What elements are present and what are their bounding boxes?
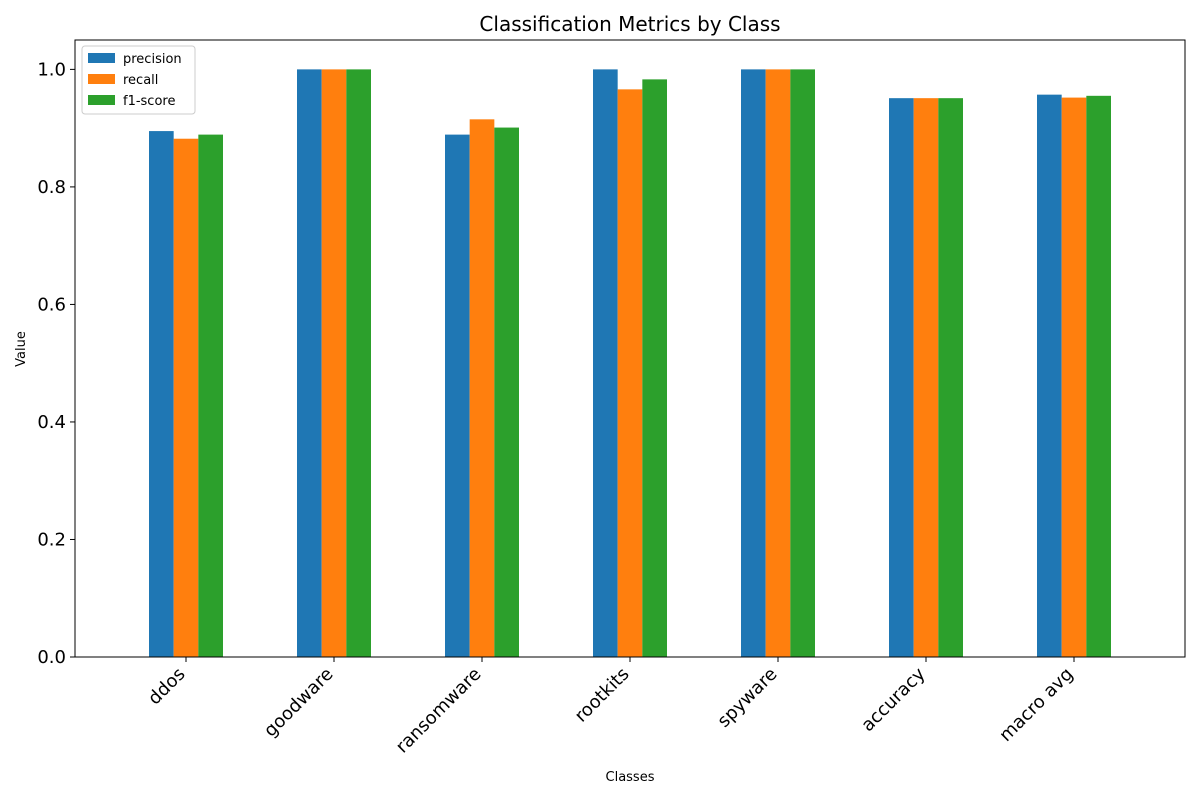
- legend-swatch-recall: [88, 74, 115, 84]
- bar-precision-rootkits: [593, 69, 618, 657]
- legend-label-precision: precision: [123, 52, 182, 67]
- bar-f1-score-macro-avg: [1086, 95, 1111, 657]
- bar-recall-rootkits: [617, 89, 643, 658]
- x-tick-label-goodware: goodware: [260, 664, 338, 742]
- x-tick-label-macro-avg: macro avg: [995, 664, 1077, 746]
- y-tick-label: 0.6: [37, 294, 66, 315]
- bar-precision-macro-avg: [1037, 94, 1062, 657]
- x-tick-label-rootkits: rootkits: [571, 664, 634, 727]
- y-tick-label: 0.0: [37, 647, 66, 668]
- y-axis-label: Value: [14, 331, 29, 367]
- bar-f1-score-spyware: [790, 69, 815, 657]
- bar-recall-spyware: [765, 69, 791, 657]
- bar-recall-goodware: [321, 69, 347, 657]
- bar-precision-spyware: [741, 69, 766, 657]
- bar-f1-score-goodware: [346, 69, 371, 657]
- x-tick-label-accuracy: accuracy: [857, 663, 930, 736]
- x-tick-label-ransomware: ransomware: [392, 664, 486, 758]
- y-tick-label: 1.0: [37, 59, 66, 80]
- bar-recall-ransomware: [469, 119, 495, 657]
- bar-f1-score-ddos: [198, 134, 223, 658]
- bar-f1-score-ransomware: [494, 127, 519, 657]
- bar-precision-goodware: [297, 69, 322, 657]
- bars-layer: [149, 69, 1111, 658]
- bar-f1-score-accuracy: [938, 98, 963, 658]
- x-tick-label-ddos: ddos: [144, 664, 189, 709]
- legend: precision recall f1-score: [81, 45, 196, 115]
- y-tick-label: 0.4: [37, 412, 66, 433]
- bar-recall-ddos: [173, 138, 199, 658]
- bar-recall-macro-avg: [1061, 97, 1087, 658]
- x-axis-label: Classes: [606, 770, 655, 785]
- y-tick-label: 0.8: [37, 177, 66, 198]
- chart-title: Classification Metrics by Class: [479, 12, 780, 36]
- legend-label-recall: recall: [123, 73, 158, 88]
- bar-recall-accuracy: [913, 98, 939, 658]
- bar-precision-accuracy: [889, 98, 914, 658]
- legend-label-f1-score: f1-score: [123, 94, 175, 109]
- legend-swatch-f1-score: [88, 95, 115, 105]
- bar-precision-ddos: [149, 131, 174, 657]
- bar-precision-ransomware: [445, 134, 470, 658]
- x-tick-label-spyware: spyware: [713, 664, 781, 732]
- legend-swatch-precision: [88, 53, 115, 63]
- bar-f1-score-rootkits: [642, 79, 667, 658]
- y-tick-label: 0.2: [37, 529, 66, 550]
